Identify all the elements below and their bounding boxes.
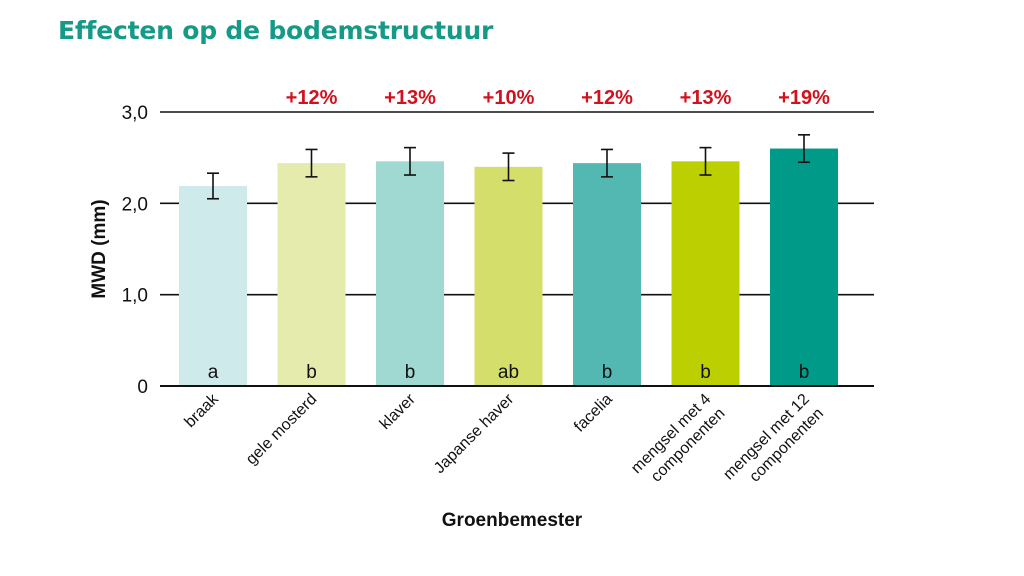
bar [770,148,838,386]
x-tick-label: Japanse haver [431,390,518,477]
x-tick-label-line: klaver [377,390,420,433]
significance-letter: b [700,362,711,383]
significance-letter: b [602,362,613,383]
x-tick-label-line: gele mosterd [243,391,320,468]
y-tick-label: 3,0 [122,103,148,124]
x-tick-label: mengsel met 4componenten [628,391,728,491]
bar [376,161,444,386]
increase-label: +12% [286,87,338,109]
bar [573,163,641,386]
bar [474,166,543,386]
x-tick-label-line: Japanse haver [431,390,518,477]
x-tick-label: facelia [571,391,616,436]
bar [179,185,247,386]
significance-letter: a [208,362,219,383]
significance-letter: b [306,362,317,383]
bar [671,161,740,386]
increase-label: +19% [778,87,830,109]
increase-label: +13% [384,87,436,109]
significance-letter: ab [498,362,519,383]
y-tick-label: 1,0 [122,286,148,307]
x-tick-label: mengsel met 12componenten [720,391,827,498]
significance-letter: b [799,362,810,383]
x-tick-label-line: braak [182,390,223,431]
increase-label: +12% [581,87,633,109]
bar [277,163,346,386]
y-tick-label: 0 [137,377,148,398]
page-title: Effecten op de bodemstructuur [58,16,494,45]
x-tick-label: klaver [377,390,420,433]
x-axis-title: Groenbemester [442,510,583,531]
x-tick-label: braak [182,390,223,431]
y-tick-label: 2,0 [122,194,148,215]
y-axis-title: MWD (mm) [89,199,110,298]
significance-letter: b [405,362,416,383]
x-tick-label: gele mosterd [243,391,320,468]
increase-label: +13% [680,87,732,109]
increase-label: +10% [483,87,535,109]
x-tick-label-line: facelia [571,391,616,436]
